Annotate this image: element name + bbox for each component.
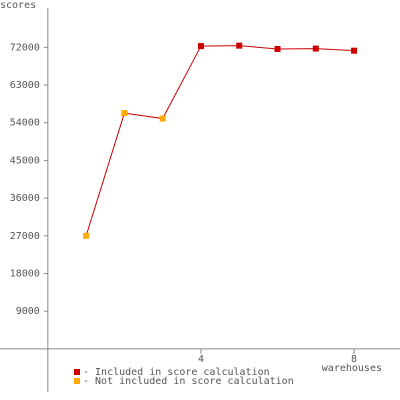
x-tick-label: 4 — [198, 354, 204, 365]
y-axis-label: scores — [0, 0, 36, 11]
legend-label: - Included in score calculation — [83, 367, 270, 378]
x-tick-label: 8 — [351, 354, 357, 365]
y-tick-label: 72000 — [10, 42, 40, 53]
line — [85, 45, 355, 236]
data-point — [274, 46, 281, 53]
legend-marker — [74, 369, 80, 375]
y-tick-label: 9000 — [16, 306, 40, 317]
legend-marker — [74, 378, 80, 384]
data-point — [83, 232, 90, 239]
data-point — [121, 110, 128, 117]
legend-label: - Not included in score calculation — [83, 376, 294, 387]
y-tick-label: 54000 — [10, 118, 40, 129]
x-axis-label: warehouses — [322, 363, 382, 374]
data-point — [351, 47, 358, 54]
y-tick-label: 63000 — [10, 80, 40, 91]
data-point — [159, 115, 166, 122]
data-point — [312, 45, 319, 52]
y-tick-label: 36000 — [10, 193, 40, 204]
y-tick-label: 18000 — [10, 269, 40, 280]
data-point — [236, 42, 243, 49]
data-point — [197, 43, 204, 50]
y-tick-label: 27000 — [10, 231, 40, 242]
y-tick-label: 45000 — [10, 155, 40, 166]
